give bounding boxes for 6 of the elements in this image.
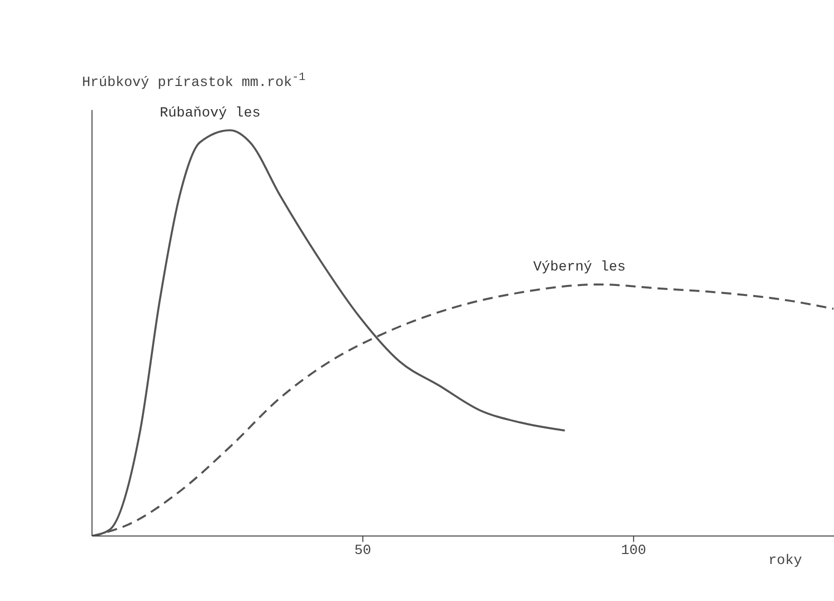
x-axis-title: roky [768,553,802,569]
y-axis-title: Hrúbkový prírastok mm.rok$^{-1}$ [82,72,306,91]
series-label: Výberný les [533,259,626,276]
x-tick-label: 100 [620,542,646,559]
series-label: Rúbaňový les [160,105,261,122]
x-tick-label: 50 [354,542,372,559]
